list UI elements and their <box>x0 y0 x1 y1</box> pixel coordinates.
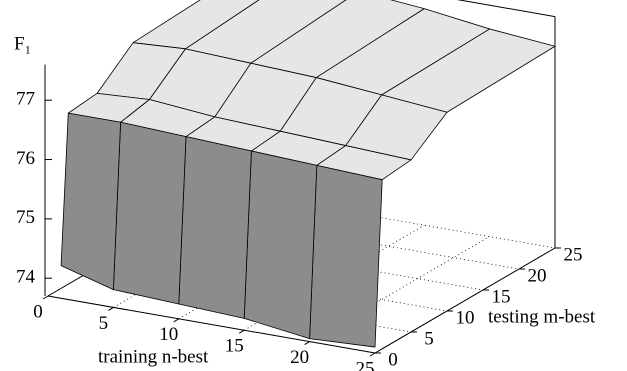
floor-grid-line <box>155 232 484 291</box>
y-tick-label: 10 <box>456 307 475 328</box>
surface-cell <box>60 112 121 291</box>
x-tick-label: 0 <box>33 301 43 322</box>
y-tick-label: 20 <box>528 265 547 286</box>
y-tick-label: 0 <box>388 349 398 370</box>
x-tick <box>238 329 245 334</box>
z-tick-label: 75 <box>16 207 35 228</box>
floor-grid-line <box>191 211 520 270</box>
floor-grid-line <box>227 190 556 249</box>
y-tick-label: 15 <box>492 286 511 307</box>
z-tick-label: 74 <box>16 267 36 288</box>
x-tick <box>304 341 310 346</box>
surface-cell <box>243 150 318 340</box>
surface-cell <box>309 164 383 348</box>
y-axis <box>374 247 556 354</box>
z-tick-label: 77 <box>16 89 35 110</box>
x-tick <box>108 306 114 311</box>
surface-cell <box>178 136 252 319</box>
y-tick-label: 5 <box>424 328 434 349</box>
z-tick-label: 76 <box>16 148 35 169</box>
x-axis <box>47 295 376 354</box>
back-edge <box>456 0 556 18</box>
x-tick-label: 20 <box>290 347 309 368</box>
z-axis-label: F₁ <box>14 33 31 54</box>
floor-grid-line <box>119 253 448 312</box>
x-tick <box>369 352 376 357</box>
x-tick-label: 10 <box>159 324 178 345</box>
y-axis-label: testing m-best <box>488 306 596 327</box>
floor-grid-line <box>309 236 490 342</box>
y-tick-label: 25 <box>564 244 583 265</box>
x-axis-label: training n-best <box>98 346 209 367</box>
surface-cell <box>113 121 187 305</box>
x-tick <box>42 295 49 300</box>
x-tick-label: 15 <box>225 336 244 357</box>
x-tick <box>173 318 180 323</box>
x-tick-label: 25 <box>356 358 375 371</box>
x-tick-label: 5 <box>99 313 109 334</box>
